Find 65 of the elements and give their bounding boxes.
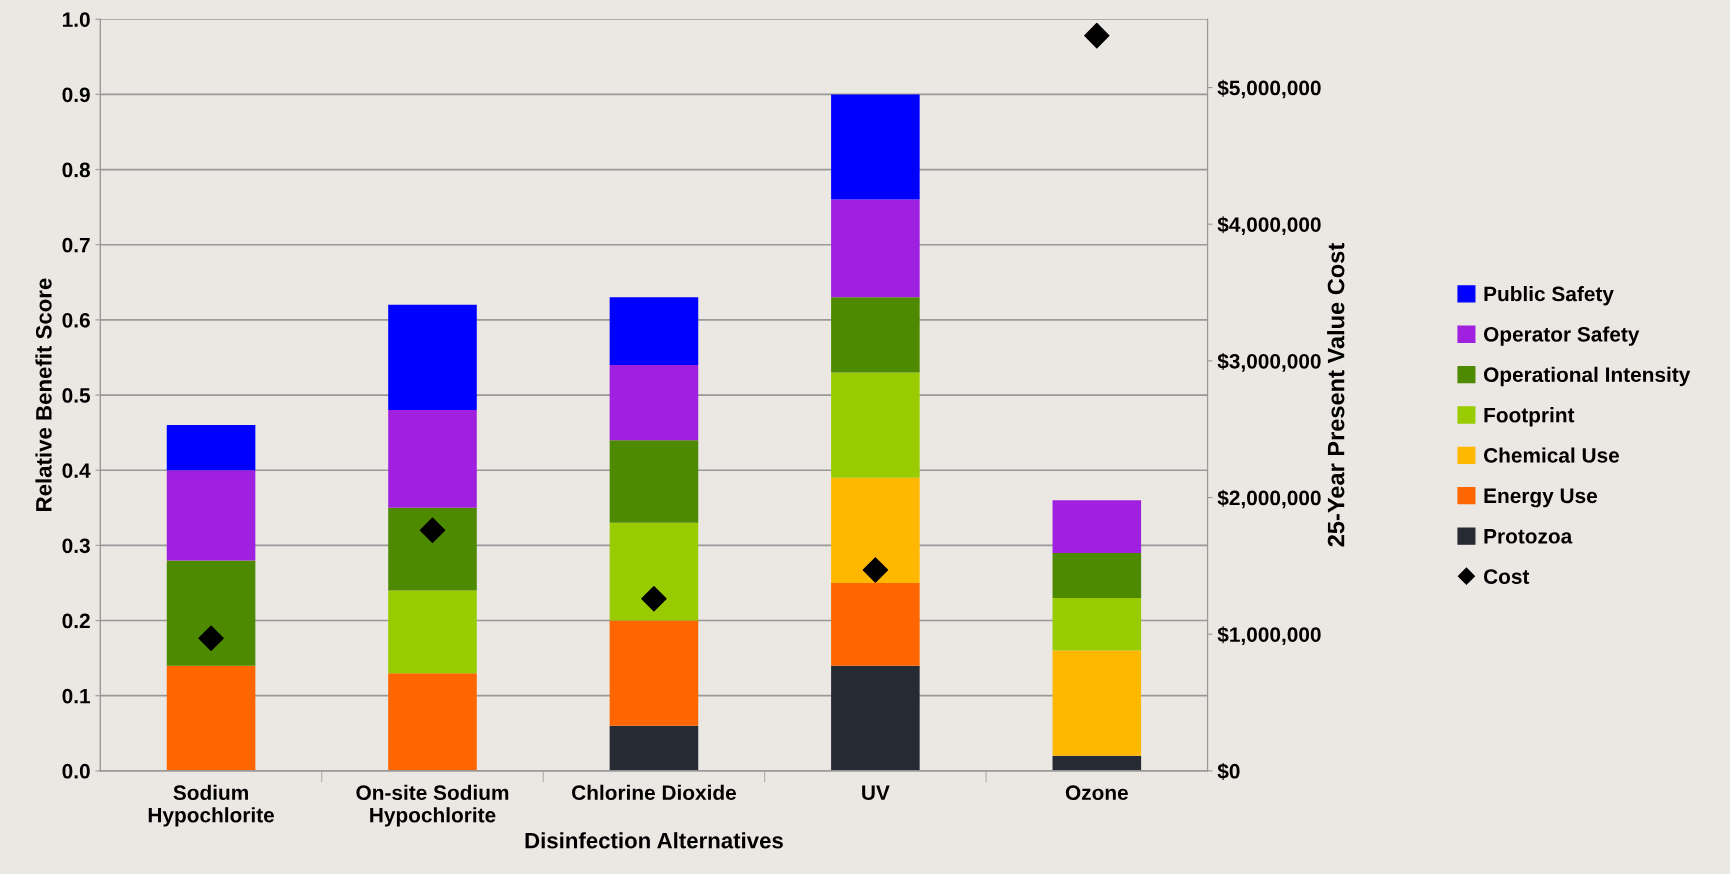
y-tick-label: 0.2 bbox=[62, 613, 90, 629]
bar bbox=[831, 199, 920, 298]
y-tick-label: 0.9 bbox=[62, 87, 90, 103]
legend-label: Cost bbox=[1483, 569, 1530, 584]
bar bbox=[388, 507, 477, 591]
legend-label: Chemical Use bbox=[1483, 447, 1620, 463]
y-tick-label: 0.3 bbox=[62, 538, 90, 554]
legend-label: Operator Safety bbox=[1483, 326, 1640, 346]
x-tick-label: On-site Sodium Hypochlorite bbox=[356, 784, 509, 827]
y-tick-label: 0.0 bbox=[62, 763, 90, 779]
bar bbox=[166, 470, 256, 561]
y-tick-label: 0.4 bbox=[62, 463, 91, 478]
bar bbox=[609, 297, 699, 365]
legend-label: Public Safety bbox=[1484, 286, 1614, 306]
bar bbox=[1052, 500, 1142, 553]
bar bbox=[831, 372, 920, 478]
point bbox=[641, 585, 667, 612]
bar bbox=[831, 297, 920, 373]
y-tick-label: 0.5 bbox=[62, 388, 91, 403]
bar bbox=[1052, 597, 1142, 651]
x-axis-title: Disinfection Alternatives bbox=[525, 832, 783, 849]
bar bbox=[1052, 552, 1142, 598]
bar bbox=[166, 425, 256, 471]
bar bbox=[609, 364, 699, 441]
bar bbox=[609, 440, 699, 523]
bar bbox=[388, 304, 477, 411]
legend-label: Protozoa bbox=[1484, 529, 1573, 544]
y-tick-label: 0.1 bbox=[62, 688, 91, 704]
bar bbox=[388, 673, 477, 771]
x-tick-label: Chlorine Dioxide bbox=[572, 784, 736, 801]
x-tick-label: Sodium Hypochlorite bbox=[148, 784, 275, 827]
y-tick-label: 0.8 bbox=[62, 162, 90, 178]
y-tick-label: 1.0 bbox=[62, 12, 90, 27]
y-tick-label: 0.6 bbox=[62, 312, 90, 328]
legend-label: Footprint bbox=[1484, 407, 1575, 427]
bar bbox=[831, 582, 920, 666]
y2-tick-label: $5,000,000 bbox=[1217, 79, 1321, 99]
bar bbox=[831, 94, 920, 200]
bar bbox=[166, 560, 256, 666]
point bbox=[419, 517, 446, 544]
bar bbox=[609, 620, 699, 726]
y-tick-label: 0.7 bbox=[62, 237, 90, 253]
bar bbox=[388, 410, 477, 508]
bar bbox=[831, 477, 920, 583]
bar bbox=[1052, 650, 1142, 756]
bar bbox=[831, 665, 920, 771]
y2-tick-label: $3,000,000 bbox=[1217, 352, 1321, 372]
y2-axis-title: 25-Year Present Value Cost bbox=[1327, 243, 1345, 547]
legend-label: Operational Intensity bbox=[1483, 366, 1691, 387]
y2-tick-label: $2,000,000 bbox=[1217, 489, 1321, 509]
y2-tick-label: $0 bbox=[1217, 762, 1240, 780]
y-axis-title: Relative Benefit Score bbox=[35, 278, 52, 511]
legend-label: Energy Use bbox=[1484, 488, 1598, 508]
bar bbox=[388, 590, 477, 674]
y2-tick-label: $1,000,000 bbox=[1217, 626, 1321, 645]
point bbox=[862, 557, 889, 583]
point bbox=[198, 625, 224, 652]
bar bbox=[609, 725, 699, 771]
point bbox=[1084, 22, 1110, 49]
bar bbox=[1052, 755, 1142, 771]
bar bbox=[166, 665, 256, 771]
x-tick-label: UV bbox=[862, 785, 890, 801]
y2-tick-label: $4,000,000 bbox=[1217, 216, 1321, 235]
bar bbox=[609, 522, 699, 621]
x-tick-label: Ozone bbox=[1065, 785, 1128, 801]
